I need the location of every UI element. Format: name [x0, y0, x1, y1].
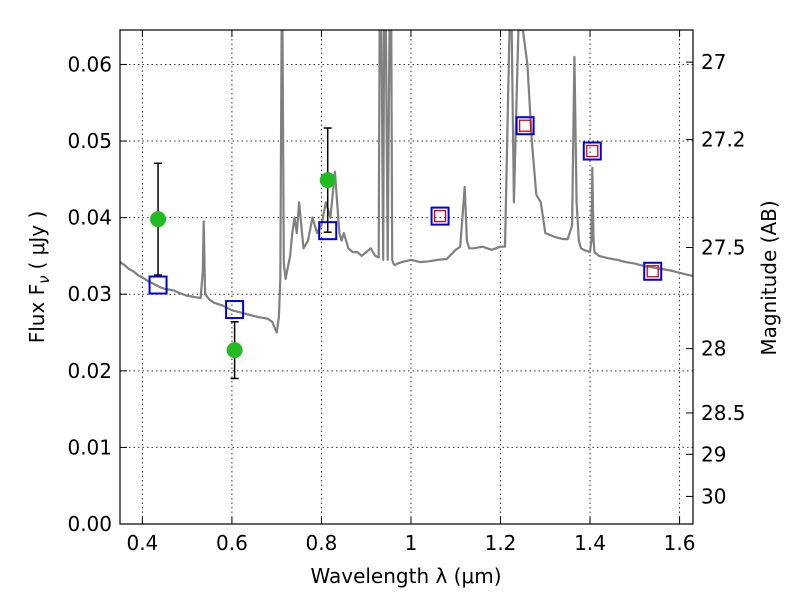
y2-tick-label: 27 [701, 50, 726, 74]
observed-point [319, 172, 336, 189]
y-tick-label: 0.04 [67, 206, 112, 230]
y-tick-label: 0.00 [67, 512, 112, 536]
model-spectrum-line [120, 30, 693, 334]
y-tick-label: 0.06 [67, 52, 112, 76]
y2-tick-label: 28.5 [701, 401, 746, 425]
y-tick-label: 0.05 [67, 129, 112, 153]
model-photometry-blue-square [318, 221, 338, 241]
model-photometry-blue-square [643, 261, 663, 281]
model-photometry-red-square [518, 119, 532, 132]
y2-tick-label: 30 [701, 484, 726, 508]
y-axis-label: Flux Fν ( μJy ) [25, 211, 53, 344]
model-photometry-blue-square [515, 116, 535, 136]
observed-point [226, 342, 243, 359]
y2-tick-label: 27.5 [701, 236, 746, 260]
x-tick-label: 1 [405, 531, 418, 555]
y-axis-label-sub: ν [35, 275, 53, 283]
y2-axis-label: Magnitude (AB) [757, 200, 781, 355]
observed-point [150, 211, 167, 228]
y2-tick-label: 27.2 [701, 128, 746, 152]
axis-labels: Wavelength λ (μm) Flux Fν ( μJy ) Magnitu… [25, 200, 781, 588]
x-tick-label: 0.6 [216, 531, 248, 555]
plot-frame [119, 29, 694, 525]
model-photometry-red-square [646, 265, 659, 278]
y-axis-label-unit: ( μJy ) [25, 211, 49, 270]
model-photometry-red-square [586, 144, 599, 158]
y2-tick-label: 29 [701, 442, 726, 466]
plot-area [120, 30, 693, 380]
model-photometry-blue-square [148, 275, 168, 295]
x-tick-label: 1.6 [664, 531, 696, 555]
y-tick-label: 0.01 [67, 435, 112, 459]
x-tick-label: 0.4 [126, 531, 158, 555]
model-photometry-blue-square [430, 206, 450, 226]
y-tick-label: 0.02 [67, 359, 112, 383]
x-tick-label: 0.8 [306, 531, 338, 555]
y-axis-label-main: Flux F [25, 284, 49, 343]
model-photometry-blue-square [582, 141, 602, 161]
grid-lines [120, 30, 693, 525]
x-tick-label: 1.4 [574, 531, 606, 555]
model-photometry-blue-square [225, 300, 245, 320]
x-axis-label: Wavelength λ (μm) [310, 564, 501, 588]
y-tick-label: 0.03 [67, 282, 112, 306]
x-tick-label: 1.2 [485, 531, 517, 555]
axis-ticks: 0.4 0.6 0.8 1 1.2 1.4 1.6 0.00 0.01 0.02 0.03 0.04 0… [67, 30, 746, 555]
y2-tick-label: 28 [701, 337, 726, 361]
model-photometry-red-square [433, 209, 447, 223]
